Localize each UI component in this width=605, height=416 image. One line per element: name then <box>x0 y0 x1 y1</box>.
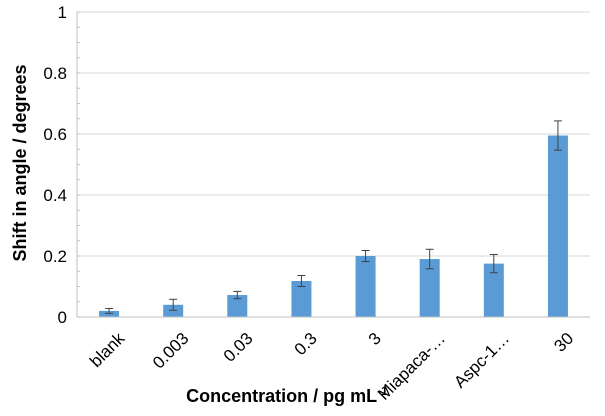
x-tick-label-6: Aspc-1… <box>450 329 513 392</box>
y-tick-label-1: 0.2 <box>43 247 67 266</box>
y-axis-title: Shift in angle / degrees <box>10 64 30 261</box>
x-tick-label-2: 0.03 <box>220 329 257 366</box>
y-tick-label-5: 1 <box>58 3 67 22</box>
y-tick-label-3: 0.6 <box>43 125 67 144</box>
x-axis-title-main: Concentration / pg mL <box>186 386 377 406</box>
x-axis-title: Concentration / pg mL-1 <box>186 384 388 406</box>
bar-7 <box>547 135 568 317</box>
y-tick-label-2: 0.4 <box>43 186 67 205</box>
x-tick-label-1: 0.003 <box>149 329 193 373</box>
bar-4 <box>355 256 376 317</box>
bar-6 <box>483 263 504 317</box>
error-bars <box>105 120 562 314</box>
x-tick-label-7: 30 <box>550 329 577 356</box>
y-tick-label-0: 0 <box>58 308 67 327</box>
x-tick-label-0: blank <box>86 329 129 372</box>
gridlines <box>77 11 590 257</box>
bar-5 <box>419 259 440 317</box>
x-tick-label-4: 3 <box>365 329 385 349</box>
bar-2 <box>227 295 248 317</box>
bar-3 <box>291 281 312 317</box>
x-tick-label-3: 0.3 <box>291 329 321 359</box>
bar-1 <box>163 304 184 317</box>
bars <box>99 135 568 317</box>
y-tick-labels: 0 0.2 0.4 0.6 0.8 1 <box>43 3 67 327</box>
axes <box>76 11 590 318</box>
y-tick-label-4: 0.8 <box>43 64 67 83</box>
bar-0 <box>99 310 120 317</box>
x-axis-title-superscript: -1 <box>377 384 388 398</box>
